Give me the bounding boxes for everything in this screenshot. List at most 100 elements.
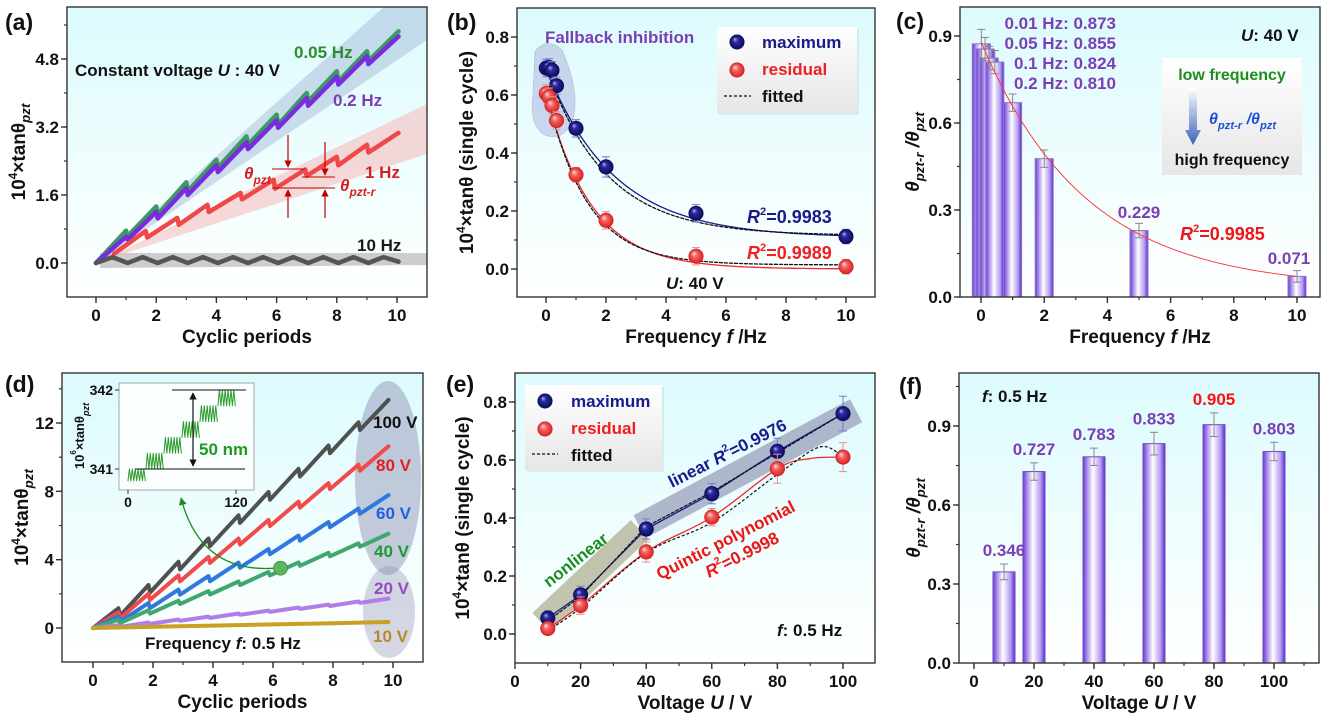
x-tick-label: 60 [1145, 672, 1164, 691]
x-tick-label: 80 [768, 672, 787, 691]
series-label: 0.2 Hz [333, 91, 382, 110]
data-point-residual [835, 449, 851, 465]
data-label: 0.229 [1118, 203, 1161, 222]
text-part: 4 [10, 538, 23, 545]
x-tick-label: 8 [781, 306, 790, 325]
nonlinear-band [532, 520, 649, 632]
y-axis-label: θpzt-r /θpzt [904, 478, 928, 558]
x-tick-label: 100 [1260, 672, 1288, 691]
series-label: 100 V [373, 413, 418, 432]
text-part: 10 [453, 598, 474, 619]
fit-curve [980, 42, 1297, 277]
series-label: 1 Hz [365, 163, 400, 182]
plot-area [93, 7, 427, 268]
inset-x-tick-label: 120 [224, 494, 248, 510]
y-tick-label: 0.0 [485, 260, 509, 279]
bar [1034, 158, 1054, 297]
x-tick-label: 8 [328, 671, 337, 690]
legend-marker-maximum [537, 393, 553, 409]
text-part: Fallback inhibition [545, 28, 694, 47]
text-part: U [1241, 26, 1254, 45]
text-part: f [777, 621, 785, 640]
x-tick-label: 100 [829, 672, 857, 691]
data-label: 0.01 Hz: 0.873 [1004, 14, 1116, 33]
series-label: 80 V [376, 456, 412, 475]
bar [1003, 102, 1023, 297]
confidence-band-10hz [100, 253, 427, 268]
inset-step [199, 405, 218, 423]
text-part: 4 [451, 591, 464, 598]
data-point-maximum [568, 120, 584, 137]
text-part: R [747, 207, 760, 227]
panel-label: (b) [447, 9, 476, 35]
text-part: 2 [1193, 223, 1199, 235]
text-part: / V [1168, 693, 1197, 714]
panel-label: (a) [5, 9, 33, 35]
text-part: pzt-r [348, 185, 376, 199]
x-tick-label: 4 [208, 671, 218, 690]
plot-area [91, 381, 421, 658]
inset-y-axis-label: 106×tanθpzt [69, 402, 91, 469]
x-tick-label: 4 [661, 306, 671, 325]
plot-area [992, 412, 1286, 663]
text-part: 4 [7, 172, 20, 179]
data-point-residual [704, 509, 720, 525]
text-part: θ [1209, 111, 1218, 128]
text-part: Frequency [145, 634, 236, 653]
text-part: ×tanθ [12, 488, 33, 538]
x-tick-label: 0 [88, 671, 97, 690]
y-axis-label: 104×tanθ (single cycle) [451, 416, 474, 619]
chart-panel-a [67, 7, 427, 297]
y-tick-label: 4.8 [35, 50, 59, 69]
text-part: 10 [72, 455, 87, 469]
text-part: ×tanθ [9, 123, 30, 173]
x-tick-label: 6 [272, 306, 281, 325]
bar [992, 571, 1016, 663]
text-part: 2 [760, 242, 766, 254]
data-point-maximum [638, 521, 654, 537]
data-label: 0.2 Hz: 0.810 [1014, 74, 1116, 93]
x-tick-label: 10 [388, 306, 407, 325]
plot-area [531, 43, 854, 275]
callout-arrow [178, 497, 275, 570]
legend-marker-maximum [729, 34, 745, 50]
series-label: 0.05 Hz [294, 43, 353, 62]
text-part: R [1180, 224, 1193, 244]
panel-label: (e) [446, 371, 474, 397]
data-point-residual [540, 620, 556, 637]
data-point-residual [568, 167, 584, 183]
text-part: ×tanθ (single cycle) [457, 51, 478, 227]
data-label: 0.803 [1253, 419, 1296, 438]
data-point-maximum [704, 485, 720, 502]
highlight-ellipse-low-voltage [363, 566, 415, 658]
series-line-40V [91, 531, 391, 630]
x-tick-label: 0 [91, 306, 100, 325]
frequency-inset: low frequency θpzt-r /θpzt high frequency [1162, 58, 1302, 175]
text-part: f [982, 387, 990, 406]
plot-background [959, 373, 1319, 663]
text-part: low frequency [1178, 67, 1286, 84]
text-part: f [1171, 327, 1179, 348]
data-point-residual [638, 544, 654, 560]
text-part: Voltage [638, 693, 711, 714]
data-label: 0.05 Hz: 0.855 [1004, 34, 1116, 53]
x-tick-label: 4 [1103, 306, 1113, 325]
x-axis-label: Voltage U / V [638, 693, 753, 714]
inset-step [127, 468, 146, 482]
x-tick-label: 8 [332, 306, 341, 325]
text-part: pzt [81, 402, 91, 417]
text-part: pzt [21, 469, 36, 490]
y-tick-label: 0.0 [483, 625, 507, 644]
annotation-text: R2=0.9983 [747, 206, 832, 227]
y-axis-label: 104×tanθ (single cycle) [455, 51, 478, 254]
data-point-maximum [548, 77, 565, 94]
y-tick-label: 0.8 [485, 28, 509, 47]
text-part: pzt-r [912, 152, 927, 183]
legend-marker-residual [537, 421, 553, 437]
legend-label: residual [571, 419, 636, 438]
plot-area [532, 395, 863, 637]
x-tick-label: 4 [212, 306, 222, 325]
